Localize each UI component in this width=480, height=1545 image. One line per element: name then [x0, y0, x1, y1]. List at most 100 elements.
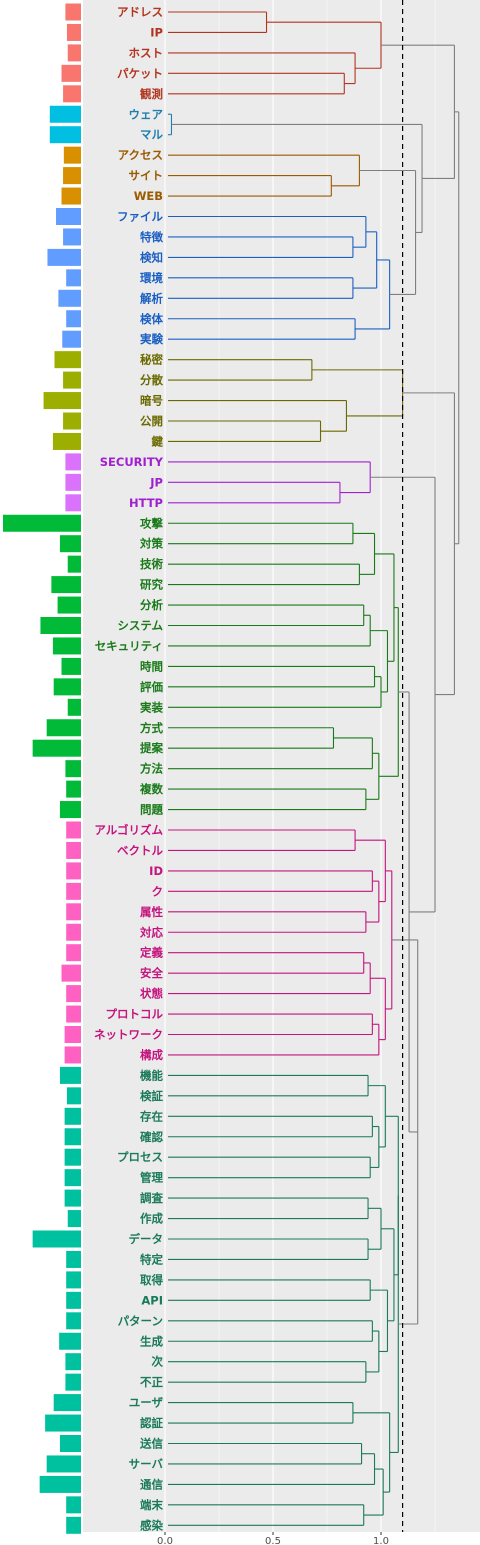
- frequency-bar: [54, 351, 81, 369]
- leaf-label: 評価: [140, 680, 163, 694]
- leaf-label: 送信: [139, 1437, 163, 1451]
- frequency-bar: [66, 821, 81, 839]
- leaf-label: アクセス: [118, 148, 163, 162]
- leaf-label: ウェア: [129, 107, 164, 121]
- leaf-label: 管理: [140, 1171, 163, 1185]
- leaf-label: 実装: [140, 700, 163, 714]
- leaf-label: 方式: [140, 721, 163, 735]
- leaf-label: 攻撃: [140, 516, 163, 530]
- leaf-label: 定義: [140, 946, 163, 960]
- frequency-bar: [64, 1107, 81, 1125]
- frequency-bar: [45, 1414, 81, 1432]
- leaf-label: ホスト: [129, 46, 164, 60]
- leaf-label: JP: [149, 475, 163, 489]
- frequency-bar: [53, 678, 81, 696]
- frequency-bar: [64, 1046, 81, 1064]
- frequency-bar: [58, 289, 81, 307]
- leaf-label: WEB: [134, 189, 163, 203]
- leaf-label: システム: [117, 619, 163, 633]
- leaf-label: 安全: [140, 966, 163, 980]
- leaf-label: 検証: [140, 1089, 163, 1103]
- frequency-bar: [66, 882, 81, 900]
- leaf-label: アドレス: [117, 5, 163, 19]
- frequency-bar: [64, 1189, 81, 1207]
- leaf-label: 鍵: [152, 434, 164, 448]
- leaf-label: パターン: [118, 1314, 163, 1328]
- leaf-label: 研究: [140, 578, 163, 592]
- leaf-label: 提案: [140, 741, 163, 755]
- frequency-bar: [47, 248, 81, 266]
- frequency-bars: [3, 3, 81, 1534]
- frequency-bar: [52, 637, 81, 655]
- leaf-label: セキュリティ: [95, 639, 163, 653]
- leaf-label: 技術: [140, 557, 163, 571]
- frequency-bar: [66, 269, 81, 287]
- frequency-bar: [59, 1435, 81, 1452]
- leaf-label: 特定: [140, 1252, 163, 1266]
- frequency-bar: [61, 964, 81, 982]
- frequency-bar: [65, 3, 81, 21]
- frequency-bar: [32, 739, 81, 757]
- frequency-bar: [46, 719, 81, 737]
- frequency-bar: [53, 1394, 81, 1412]
- frequency-bar: [63, 146, 81, 164]
- frequency-bar: [66, 1271, 81, 1289]
- leaf-label: アルゴリズム: [94, 823, 163, 837]
- leaf-label: 特徴: [140, 230, 163, 244]
- leaf-label: ベクトル: [117, 843, 163, 857]
- frequency-bar: [65, 1373, 81, 1391]
- leaf-label: ク: [152, 884, 164, 898]
- leaf-label: 次: [152, 1355, 164, 1369]
- frequency-bar: [67, 1210, 81, 1228]
- frequency-bar: [65, 760, 81, 778]
- frequency-bar: [66, 23, 81, 41]
- frequency-bar: [62, 330, 81, 348]
- leaf-label: 複数: [139, 782, 163, 796]
- plot-panel: [83, 0, 480, 1532]
- leaf-label: サイト: [129, 169, 164, 183]
- frequency-bar: [66, 1087, 81, 1105]
- leaf-label: 生成: [140, 1334, 163, 1348]
- frequency-bar: [40, 617, 81, 634]
- leaf-label: 分析: [140, 598, 163, 612]
- leaf-label: 対策: [139, 537, 163, 551]
- frequency-bar: [59, 1066, 81, 1084]
- leaf-label: ID: [149, 864, 163, 878]
- dendrogram-tree: [168, 0, 460, 1532]
- frequency-bar: [65, 1353, 81, 1371]
- frequency-bar: [57, 596, 81, 614]
- leaf-label: プロトコル: [106, 1007, 164, 1021]
- leaf-label: 存在: [140, 1109, 163, 1123]
- leaf-label: 作成: [140, 1212, 163, 1226]
- leaf-label: ファイル: [117, 210, 163, 224]
- leaf-label: IP: [150, 25, 163, 39]
- leaf-label: ネットワーク: [94, 1028, 163, 1042]
- frequency-bar: [66, 903, 81, 921]
- frequency-bar: [64, 1148, 81, 1166]
- leaf-label: SECURITY: [100, 455, 164, 469]
- leaf-label: 解析: [140, 291, 163, 305]
- leaf-label: API: [141, 1293, 163, 1307]
- frequency-bar: [32, 1230, 81, 1248]
- frequency-bar: [49, 105, 81, 123]
- leaf-label: 認証: [140, 1416, 163, 1430]
- frequency-bar: [64, 1169, 81, 1187]
- frequency-bar: [56, 208, 81, 225]
- leaf-label: 実験: [140, 332, 163, 346]
- frequency-bar: [63, 85, 81, 103]
- frequency-bar: [67, 44, 81, 62]
- x-tick-label: 0.0: [157, 1536, 173, 1545]
- leaf-label: 暗号: [140, 394, 163, 408]
- leaf-label: 秘密: [140, 353, 163, 367]
- frequency-bar: [63, 228, 81, 246]
- frequency-bar: [39, 1475, 81, 1493]
- frequency-bar: [3, 514, 81, 532]
- leaf-label: 観測: [140, 87, 163, 101]
- frequency-bar: [52, 432, 81, 450]
- frequency-bar: [66, 841, 81, 859]
- leaf-label: 対応: [139, 925, 163, 939]
- frequency-bar: [61, 64, 81, 82]
- leaf-label: 不正: [140, 1375, 163, 1389]
